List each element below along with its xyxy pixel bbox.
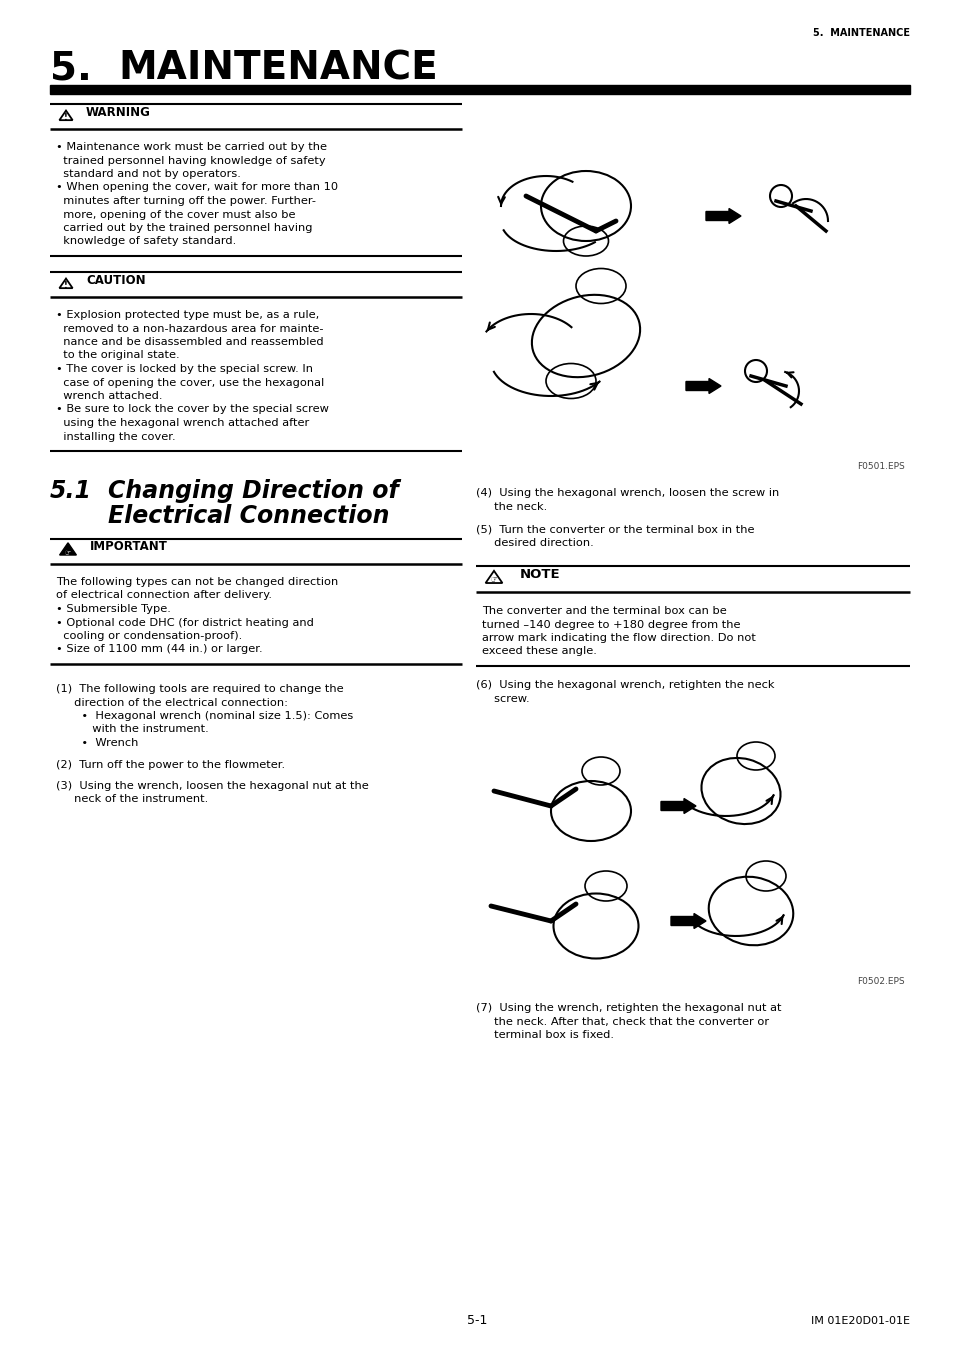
Text: more, opening of the cover must also be: more, opening of the cover must also be xyxy=(56,209,295,219)
Text: The converter and the terminal box can be: The converter and the terminal box can b… xyxy=(481,607,726,616)
Text: ☞: ☞ xyxy=(490,576,497,585)
Text: carried out by the trained personnel having: carried out by the trained personnel hav… xyxy=(56,223,313,232)
Text: Electrical Connection: Electrical Connection xyxy=(108,504,389,528)
Text: wrench attached.: wrench attached. xyxy=(56,390,162,401)
Text: F0501.EPS: F0501.EPS xyxy=(857,462,904,471)
Text: MAINTENANCE: MAINTENANCE xyxy=(118,50,437,88)
Text: !: ! xyxy=(64,281,68,290)
Text: arrow mark indicating the flow direction. Do not: arrow mark indicating the flow direction… xyxy=(481,634,755,643)
Text: • Submersible Type.: • Submersible Type. xyxy=(56,604,171,613)
Text: installing the cover.: installing the cover. xyxy=(56,431,175,442)
Text: • Optional code DHC (for district heating and: • Optional code DHC (for district heatin… xyxy=(56,617,314,627)
Text: direction of the electrical connection:: direction of the electrical connection: xyxy=(56,697,288,708)
Text: • Be sure to lock the cover by the special screw: • Be sure to lock the cover by the speci… xyxy=(56,404,329,415)
Text: with the instrument.: with the instrument. xyxy=(56,724,209,735)
Text: •  Wrench: • Wrench xyxy=(56,738,138,748)
Text: cooling or condensation-proof).: cooling or condensation-proof). xyxy=(56,631,242,640)
Text: F0502.EPS: F0502.EPS xyxy=(857,977,904,986)
Text: • Maintenance work must be carried out by the: • Maintenance work must be carried out b… xyxy=(56,142,327,153)
FancyArrow shape xyxy=(685,378,720,393)
Text: (2)  Turn off the power to the flowmeter.: (2) Turn off the power to the flowmeter. xyxy=(56,759,285,770)
Text: IMPORTANT: IMPORTANT xyxy=(90,540,168,554)
Text: • The cover is locked by the special screw. In: • The cover is locked by the special scr… xyxy=(56,363,313,374)
Text: desired direction.: desired direction. xyxy=(476,539,593,549)
Bar xyxy=(50,85,909,95)
Text: the neck. After that, check that the converter or: the neck. After that, check that the con… xyxy=(476,1016,768,1027)
Text: (7)  Using the wrench, retighten the hexagonal nut at: (7) Using the wrench, retighten the hexa… xyxy=(476,1002,781,1013)
Text: neck of the instrument.: neck of the instrument. xyxy=(56,794,208,804)
Text: standard and not by operators.: standard and not by operators. xyxy=(56,169,240,178)
FancyArrow shape xyxy=(670,913,705,928)
Text: IM 01E20D01-01E: IM 01E20D01-01E xyxy=(810,1316,909,1325)
Text: The following types can not be changed direction: The following types can not be changed d… xyxy=(56,577,338,586)
Text: to the original state.: to the original state. xyxy=(56,350,179,361)
Text: 5.: 5. xyxy=(50,50,91,88)
Text: exceed these angle.: exceed these angle. xyxy=(481,647,597,657)
Text: (3)  Using the wrench, loosen the hexagonal nut at the: (3) Using the wrench, loosen the hexagon… xyxy=(56,781,369,790)
Text: •  Hexagonal wrench (nominal size 1.5): Comes: • Hexagonal wrench (nominal size 1.5): C… xyxy=(56,711,353,721)
Text: removed to a non-hazardous area for mainte-: removed to a non-hazardous area for main… xyxy=(56,323,323,334)
Text: of electrical connection after delivery.: of electrical connection after delivery. xyxy=(56,590,272,600)
Text: 5.1: 5.1 xyxy=(50,480,91,503)
Bar xyxy=(476,96,909,476)
Text: ☞: ☞ xyxy=(65,550,71,555)
Text: minutes after turning off the power. Further-: minutes after turning off the power. Fur… xyxy=(56,196,315,205)
Text: • Size of 1100 mm (44 in.) or larger.: • Size of 1100 mm (44 in.) or larger. xyxy=(56,644,262,654)
Text: nance and be disassembled and reassembled: nance and be disassembled and reassemble… xyxy=(56,336,323,347)
Text: (4)  Using the hexagonal wrench, loosen the screw in: (4) Using the hexagonal wrench, loosen t… xyxy=(476,488,779,499)
Text: 5-1: 5-1 xyxy=(466,1315,487,1328)
Text: • When opening the cover, wait for more than 10: • When opening the cover, wait for more … xyxy=(56,182,337,192)
Text: (6)  Using the hexagonal wrench, retighten the neck: (6) Using the hexagonal wrench, retighte… xyxy=(476,680,774,690)
Text: • Explosion protected type must be, as a rule,: • Explosion protected type must be, as a… xyxy=(56,309,319,320)
Text: using the hexagonal wrench attached after: using the hexagonal wrench attached afte… xyxy=(56,417,309,428)
Text: !: ! xyxy=(64,113,68,122)
Text: (5)  Turn the converter or the terminal box in the: (5) Turn the converter or the terminal b… xyxy=(476,526,754,535)
Text: screw.: screw. xyxy=(476,693,529,704)
Polygon shape xyxy=(59,543,76,555)
Text: terminal box is fixed.: terminal box is fixed. xyxy=(476,1029,614,1040)
Text: WARNING: WARNING xyxy=(86,105,151,119)
Text: knowledge of safety standard.: knowledge of safety standard. xyxy=(56,236,236,246)
Text: the neck.: the neck. xyxy=(476,501,547,512)
Text: Changing Direction of: Changing Direction of xyxy=(108,480,398,503)
FancyArrow shape xyxy=(705,208,740,223)
Text: (1)  The following tools are required to change the: (1) The following tools are required to … xyxy=(56,684,343,694)
Text: NOTE: NOTE xyxy=(519,567,560,581)
Text: case of opening the cover, use the hexagonal: case of opening the cover, use the hexag… xyxy=(56,377,324,388)
Text: trained personnel having knowledge of safety: trained personnel having knowledge of sa… xyxy=(56,155,325,166)
Text: CAUTION: CAUTION xyxy=(86,273,146,286)
Text: turned –140 degree to +180 degree from the: turned –140 degree to +180 degree from t… xyxy=(481,620,740,630)
Text: 5.  MAINTENANCE: 5. MAINTENANCE xyxy=(812,28,909,38)
FancyArrow shape xyxy=(660,798,696,813)
